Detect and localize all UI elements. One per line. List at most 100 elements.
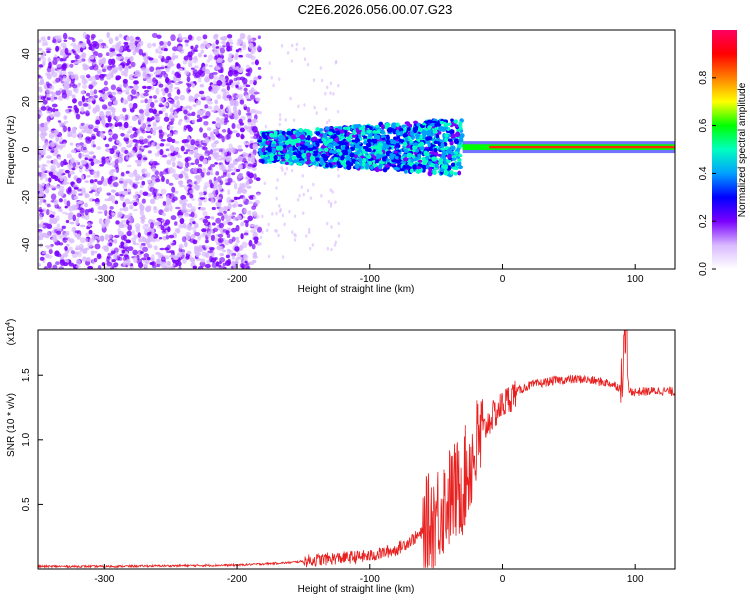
spectrogram-cell [80,160,86,165]
spectrogram-cell [193,55,198,61]
spectrogram-cell [302,211,305,215]
spectrogram-cell [122,48,127,52]
spectrogram-cell [395,153,400,157]
spectrogram-cell [227,258,232,266]
spectrogram-cell [38,64,44,68]
spectrogram-cell [421,157,426,161]
spectrogram-cell [212,227,219,233]
spectrogram-cell [251,243,256,250]
spectrogram-cell [156,221,162,226]
spectrogram-cell [220,66,224,74]
spectrogram-cell [152,121,157,128]
spectrogram-cell [313,105,316,110]
spectrogram-cell [46,50,51,54]
spectrogram-cell [93,94,98,99]
spectrogram-cell [397,163,402,168]
spectrogram-cell [123,44,130,49]
spectrogram-cell [260,159,265,163]
spectrogram-cell [336,167,340,172]
spectrogram-cell [86,38,91,45]
spectrogram-cell [324,91,327,96]
spectrogram-cell [136,159,143,165]
spectrogram-cell [46,209,50,216]
spectrogram-cell [275,196,278,201]
spectrogram-cell [130,61,136,68]
spectrogram-cell [193,222,199,229]
spectrogram-cell [161,175,165,182]
spectrogram-cell [121,70,126,76]
spectrogram-cell [415,148,420,153]
spectrogram-cell [147,56,151,60]
spectrogram-cell [78,193,83,196]
spectrogram-cell [93,51,99,57]
spectrogram-cell [235,49,240,53]
spectrogram-cell [149,66,155,72]
spectrogram-cell [239,127,245,133]
spectrogram-cell [117,45,124,53]
spectrogram-cell [207,105,213,110]
spectrogram-cell [235,236,240,241]
spectrogram-cell [141,66,147,72]
spectrogram-cell [134,191,139,195]
spectrogram-cell [306,188,310,193]
spectrogram-cell [235,132,241,138]
spectrogram-cell [354,143,360,149]
spectrogram-cell [298,193,301,198]
spectrogram-cell [76,177,82,184]
spectrogram-cell [236,239,240,244]
spectrogram-cell [176,107,183,112]
spectrogram-cell [300,146,306,150]
spectrogram-cell [281,130,286,135]
spectrogram-cell [115,220,120,225]
spectrogram-cell [73,195,79,200]
spectrogram-cell [231,172,236,176]
spectrogram-cell [412,164,417,169]
spectrogram-cell [278,209,282,214]
spectrogram-cell [247,156,252,162]
spectrogram-cell [132,183,138,189]
spectrogram-cell [184,175,189,179]
spectrogram-cell [302,192,305,197]
spectrogram-cell [457,157,462,163]
spectrogram-cell [153,206,157,210]
spectrogram-cell [333,157,339,162]
spectrogram-cell [439,120,444,125]
spectrogram-cell [191,83,196,88]
spectrogram-cell [238,69,244,73]
spectrogram-cell [49,217,54,225]
x-tick-label: -100 [360,274,380,285]
snr-series-line [38,330,675,569]
spectrogram-cell [390,156,394,160]
spectrogram-cell [150,182,155,187]
spectrogram-cell [213,55,218,61]
spectrogram-cell [226,85,231,91]
spectrogram-cell [215,46,219,49]
spectrogram-cell [184,39,190,43]
spectrogram-cell [173,190,179,194]
spectrogram-cell [231,255,236,260]
spectrogram-cell [151,167,157,172]
spectrogram-cell [365,125,371,129]
spectrogram-cell [238,118,243,124]
spectrogram-cell [190,67,195,70]
spectrogram-cell [54,35,60,40]
spectrogram-cell [174,147,180,152]
spectrogram-cell [309,246,312,251]
spectrogram-cell [138,237,142,243]
spectrogram-cell [278,117,282,122]
spectrogram-cell [46,223,53,230]
spectrogram-cell [56,253,62,258]
snr-x-label: Height of straight line (km) [298,584,415,595]
spectrogram-cell [315,157,320,162]
spectrogram-cell [132,127,137,132]
spectrogram-cell [214,257,218,261]
spectrogram-cell [94,243,101,250]
spectrogram-cell [233,196,238,201]
spectrogram-cell [97,52,103,58]
spectrogram-cell [271,143,277,148]
spectrogram-cell [430,122,436,127]
spectrogram-cell [63,198,67,205]
spectrogram-cell [93,250,98,254]
spectrogram-cell [291,145,296,151]
spectrogram-cell [277,137,283,143]
